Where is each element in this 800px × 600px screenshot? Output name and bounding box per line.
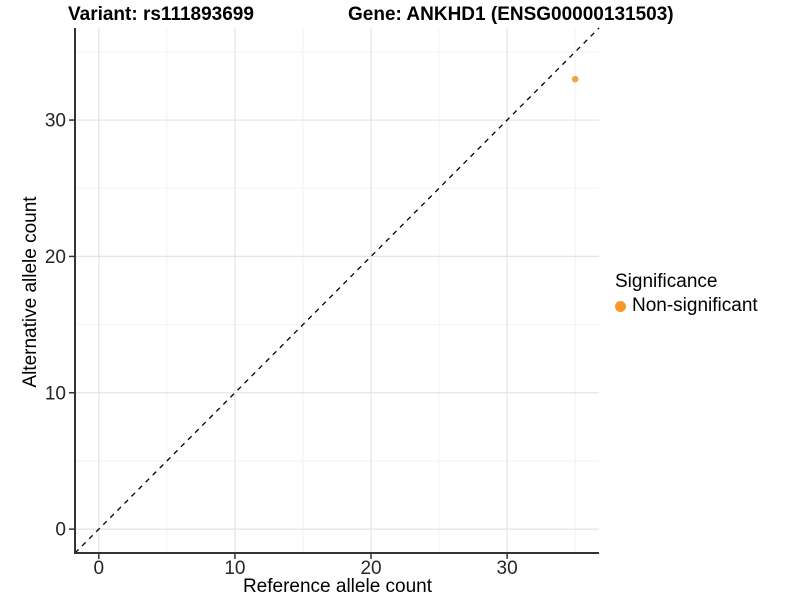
legend-item-label: Non-significant bbox=[632, 295, 758, 316]
legend-point-icon bbox=[615, 300, 626, 312]
legend: Significance Non-significant bbox=[615, 271, 758, 317]
x-axis-title: Reference allele count bbox=[242, 576, 433, 597]
y-tick-label: 0 bbox=[55, 520, 66, 541]
y-axis-title: Alternative allele count bbox=[20, 196, 41, 388]
y-tick-label: 10 bbox=[45, 383, 66, 404]
x-tick-label: 10 bbox=[224, 558, 245, 579]
legend-item: Non-significant bbox=[615, 295, 758, 317]
legend-title: Significance bbox=[615, 271, 718, 292]
y-tick-label: 20 bbox=[45, 247, 66, 268]
plot-title-gene: Gene: ANKHD1 (ENSG00000131503) bbox=[348, 4, 674, 25]
x-tick-label: 0 bbox=[94, 558, 105, 579]
y-tick-label: 30 bbox=[45, 111, 66, 132]
identity-reference-line bbox=[74, 27, 600, 554]
plot-title-variant: Variant: rs111893699 bbox=[68, 4, 254, 25]
data-point bbox=[571, 75, 579, 83]
x-tick-label: 30 bbox=[497, 558, 518, 579]
x-tick-label: 20 bbox=[360, 558, 381, 579]
